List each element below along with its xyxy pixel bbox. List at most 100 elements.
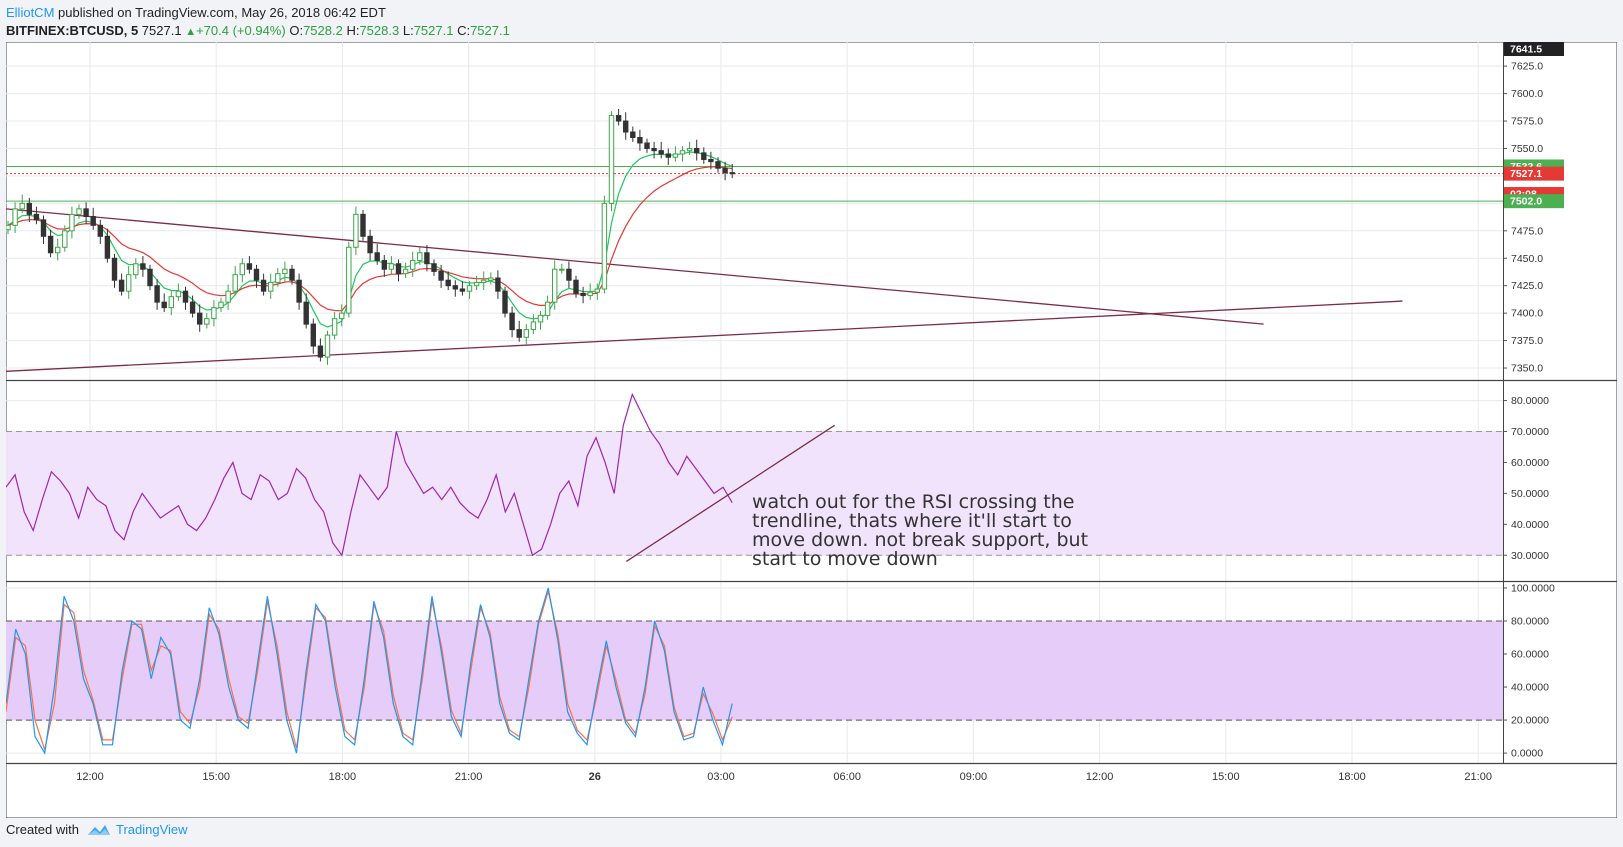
annotation-text: start to move down — [752, 548, 938, 570]
candle-body — [289, 268, 295, 281]
candle-body — [466, 285, 473, 292]
low-value: 7527.1 — [413, 23, 454, 38]
candle-body — [473, 281, 480, 287]
candle-body — [601, 202, 608, 290]
candle-body — [260, 279, 267, 292]
x-tick-label: 03:00 — [707, 771, 735, 783]
candle-body — [637, 137, 643, 144]
price-badge — [1504, 194, 1564, 209]
price-badge — [1504, 42, 1564, 56]
candle-body — [608, 115, 615, 204]
candle-body — [346, 246, 352, 314]
candle-body — [154, 285, 160, 303]
candle-body — [268, 281, 274, 292]
candle-body — [133, 263, 139, 276]
candle-body — [587, 291, 593, 297]
candle-body — [715, 161, 721, 169]
candle-body — [275, 273, 281, 283]
candle-body — [374, 252, 380, 261]
candle-body — [317, 345, 324, 358]
candle-body — [62, 230, 68, 248]
candle-body — [658, 150, 664, 155]
y-tick-label: 20.0000 — [1511, 715, 1549, 727]
candle-body — [40, 219, 47, 237]
x-tick-label: 18:00 — [1338, 771, 1366, 783]
candle-body — [111, 257, 118, 281]
candle-body — [559, 268, 565, 271]
annotation-text: move down. not break support, but — [752, 529, 1088, 551]
candle-body — [204, 318, 210, 325]
y-tick-label: 7400.0 — [1511, 308, 1543, 320]
y-tick-label: 60.0000 — [1511, 457, 1549, 469]
y-tick-label: 80.0000 — [1511, 615, 1549, 627]
candle-body — [708, 158, 714, 163]
brand-label: TradingView — [115, 822, 188, 837]
candle-body — [168, 296, 175, 309]
candle-body — [395, 263, 402, 275]
candle-body — [381, 259, 388, 270]
candle-body — [481, 279, 487, 283]
candle-body — [679, 150, 686, 155]
candle-body — [118, 279, 125, 292]
publish-header: ElliotCM published on TradingView.com, M… — [6, 4, 386, 22]
y-tick-label: 7575.0 — [1511, 116, 1543, 128]
candle-body — [6, 224, 11, 231]
candle-body — [161, 301, 167, 309]
candle-body — [140, 263, 146, 270]
candle-body — [182, 290, 189, 303]
y-tick-label: 7375.0 — [1511, 335, 1543, 347]
ema-slow-line — [7, 166, 733, 312]
candle-body — [729, 172, 735, 175]
candle-body — [424, 252, 430, 265]
x-tick-label: 12:00 — [76, 771, 104, 783]
candle-body — [232, 274, 238, 292]
candle-body — [147, 268, 153, 287]
symbol-legend: BITFINEX:BTCUSD, 5 7527.1 ▲+70.4 (+0.94%… — [6, 22, 510, 41]
candle-body — [282, 268, 288, 275]
footer: Created with TradingView — [6, 822, 188, 837]
x-tick-label: 15:00 — [1212, 771, 1240, 783]
candle-body — [544, 301, 551, 316]
candle-body — [47, 235, 54, 254]
descending-trendline — [6, 208, 1264, 325]
candle-body — [438, 270, 444, 281]
candle-body — [488, 277, 494, 281]
ascending-trendline — [6, 300, 1403, 372]
candle-body — [452, 285, 459, 290]
x-tick-label: 18:00 — [329, 771, 357, 783]
y-tick-label: 7475.0 — [1511, 225, 1543, 237]
high-value: 7528.3 — [359, 23, 400, 38]
published-text: published on TradingView.com, May 26, 20… — [58, 5, 386, 20]
tradingview-brand[interactable]: TradingView — [87, 822, 188, 837]
candle-body — [19, 202, 25, 210]
y-tick-label: 80.0000 — [1511, 395, 1549, 407]
rsi-trendline — [625, 424, 835, 562]
y-tick-label: 7425.0 — [1511, 280, 1543, 292]
candle-body — [360, 213, 366, 237]
candle-body — [69, 213, 75, 232]
candle-body — [722, 167, 728, 174]
up-arrow-icon: ▲ — [185, 26, 197, 38]
candle-body — [694, 147, 700, 154]
candle-body — [495, 277, 501, 292]
candle-body — [104, 235, 111, 259]
high-label: H: — [346, 23, 360, 38]
candle-body — [246, 263, 253, 270]
candle-body — [239, 263, 246, 276]
low-label: L: — [402, 23, 414, 38]
y-tick-label: 0.0000 — [1511, 748, 1543, 760]
y-tick-label: 7450.0 — [1511, 253, 1543, 265]
annotation-text: watch out for the RSI crossing the — [752, 491, 1074, 513]
candle-body — [580, 292, 586, 297]
stoch-k-line — [6, 587, 733, 755]
chart-canvas[interactable]: 12:00 15:00 18:00 21:00 26 03:00 06:00 09:00 12:… — [6, 42, 1617, 818]
candle-body — [566, 268, 572, 281]
y-tick-label: 30.0000 — [1511, 550, 1549, 562]
last-price: 7527.1 — [141, 23, 182, 38]
candle-body — [331, 318, 338, 336]
candle-body — [76, 208, 82, 215]
tradingview-logo-icon — [87, 824, 110, 835]
candle-body — [445, 279, 451, 287]
symbol-label: BITFINEX:BTCUSD, 5 — [6, 23, 139, 38]
author-link[interactable]: ElliotCM — [6, 5, 55, 20]
